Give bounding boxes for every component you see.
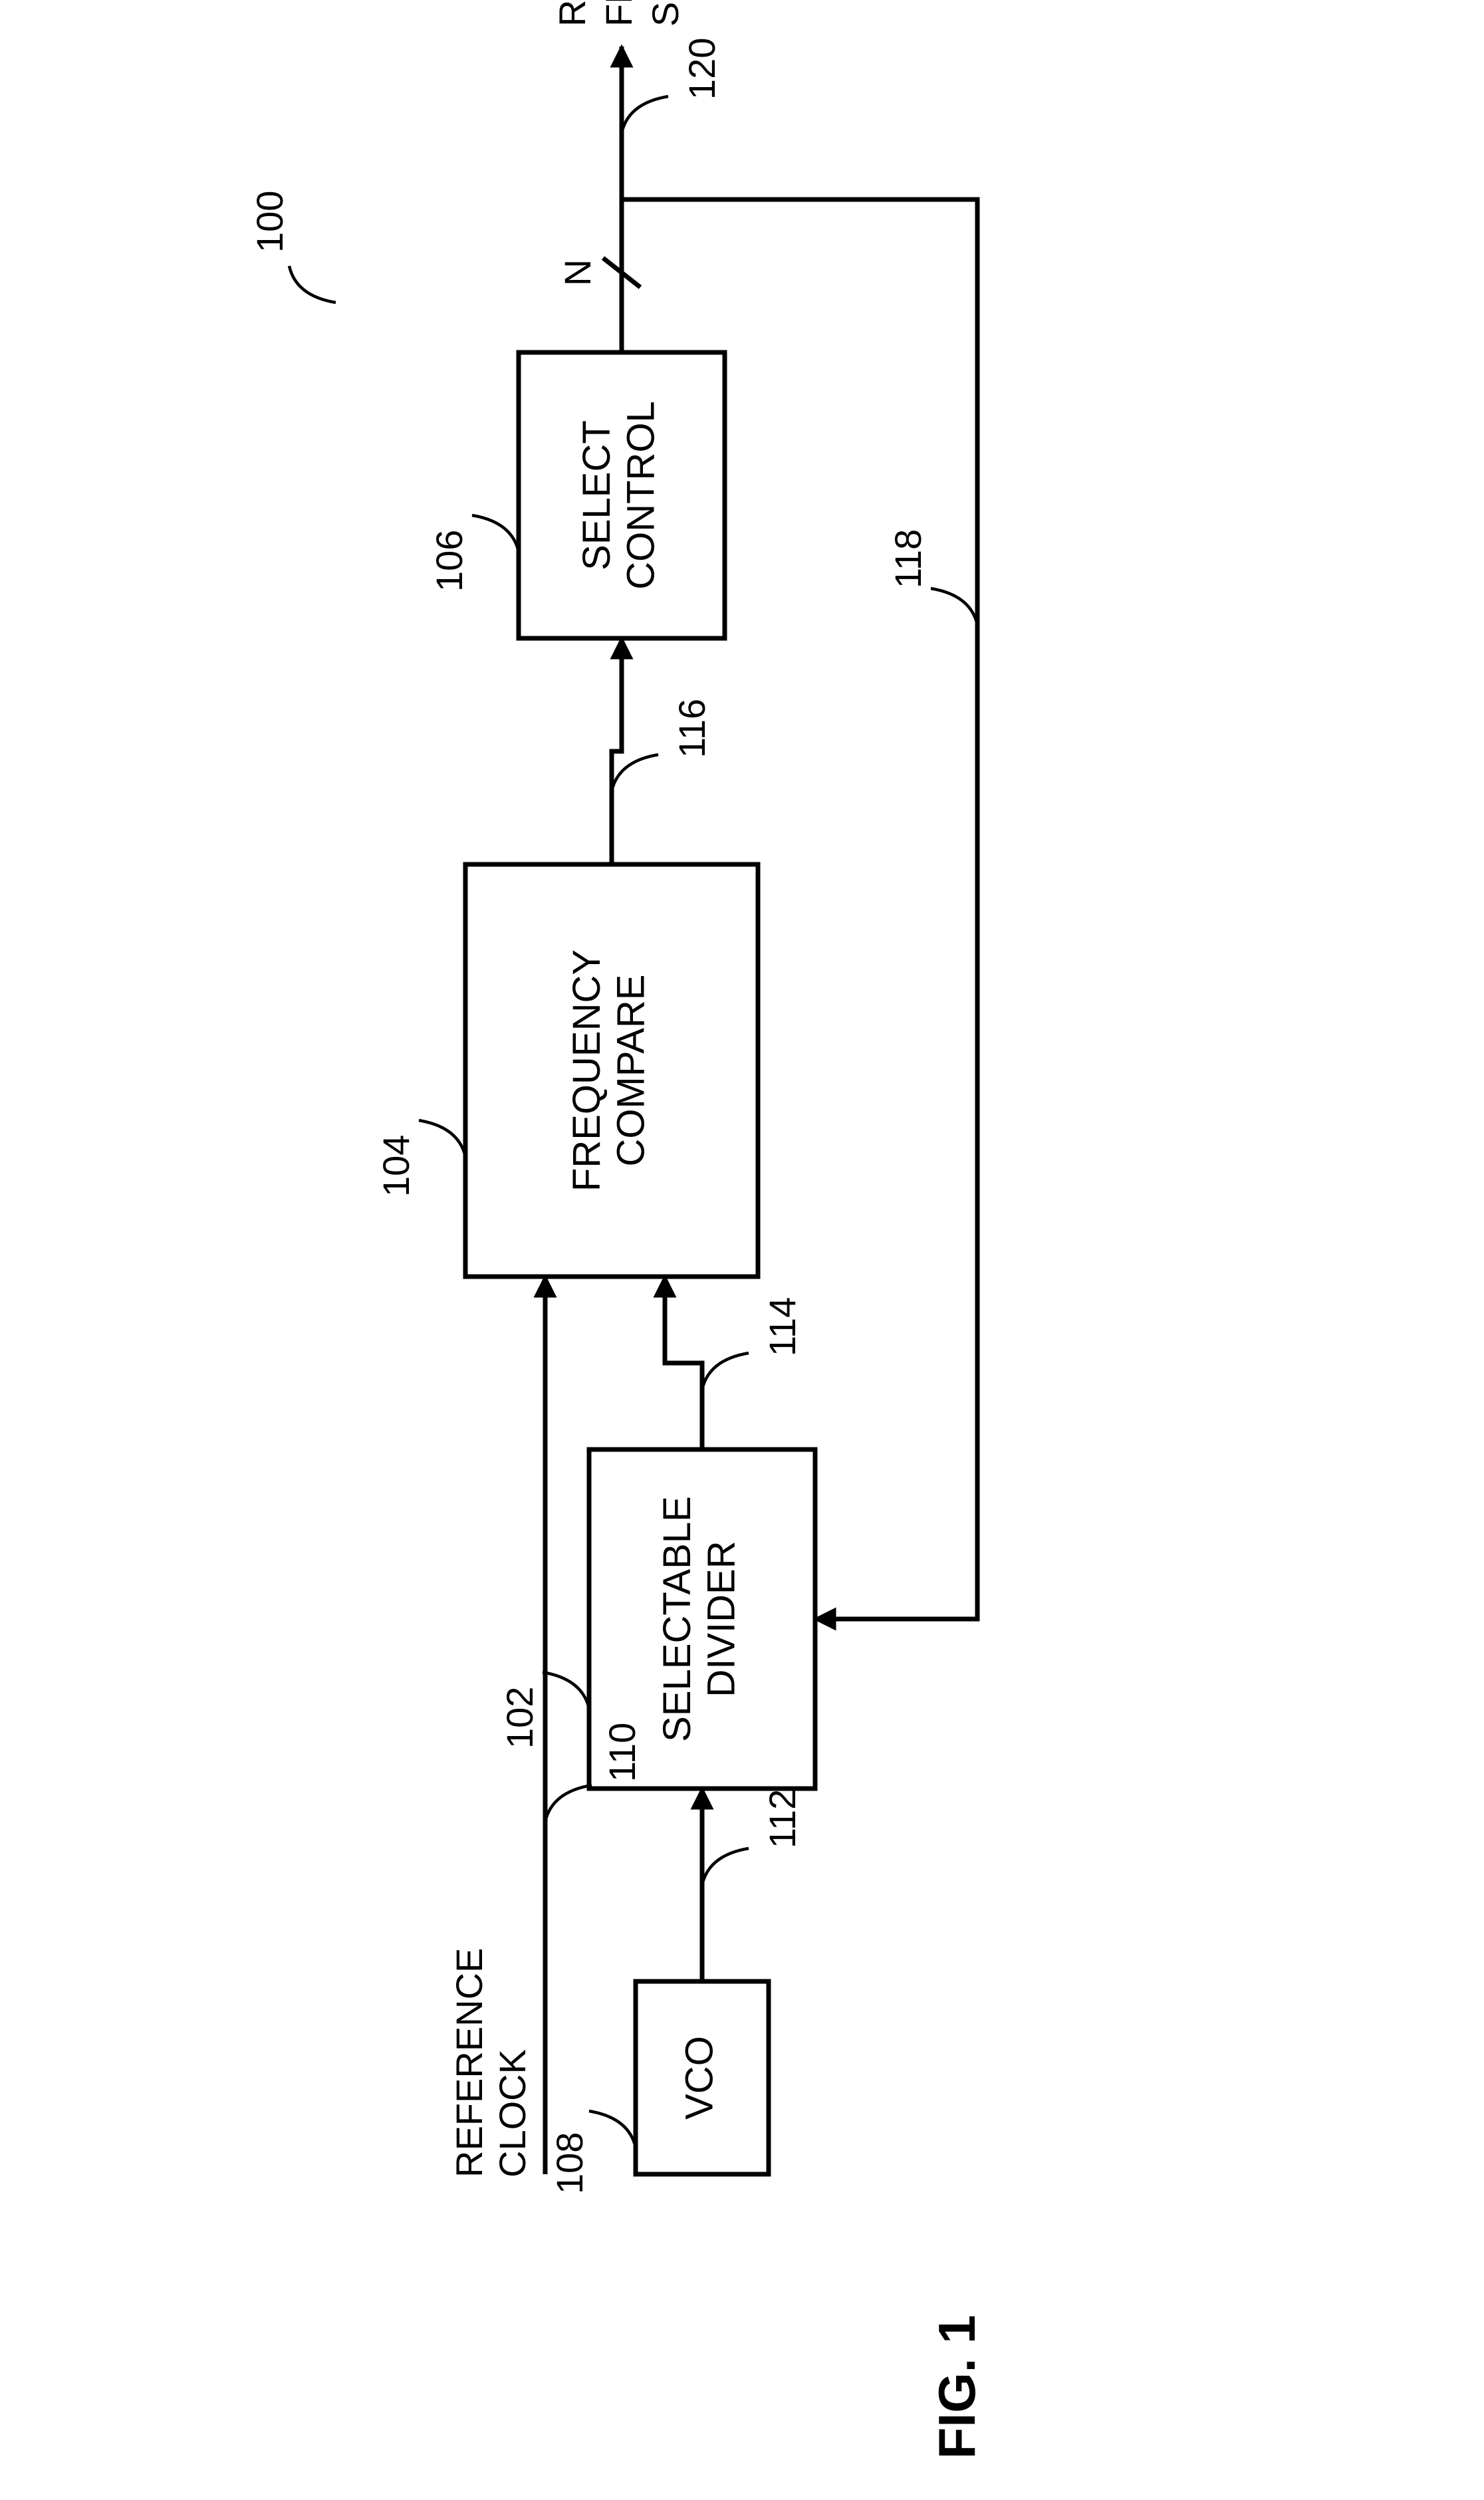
- block-compare-label-1: COMPARE: [610, 975, 653, 1167]
- block-select-label-1: CONTROL: [620, 401, 663, 590]
- block-vco-label-0: VCO: [678, 2036, 721, 2120]
- reference-clock-label-0: REFERENCE: [448, 1948, 490, 2178]
- ref-102: 102: [499, 1687, 541, 1749]
- block-divider-label-1: DIVIDER: [700, 1541, 743, 1697]
- ref-hook-108: [589, 2111, 636, 2148]
- figure-label: FIG. 1: [928, 2315, 986, 2459]
- ref-hook-106: [472, 515, 519, 552]
- block-compare-label-0: FREQUENCY: [565, 949, 608, 1191]
- ref-106: 106: [428, 530, 470, 592]
- ref-110: 110: [601, 1723, 643, 1782]
- reference-clock-label-1: CLOCK: [491, 2049, 533, 2178]
- ref-hook-100: [289, 266, 336, 303]
- ref-104: 104: [375, 1135, 417, 1197]
- ref-hook-104: [419, 1120, 465, 1157]
- ref-hook-110: [545, 1785, 592, 1822]
- output-label-1: FREQ: [598, 0, 640, 27]
- output-label-0: REFCLK: [551, 0, 593, 27]
- ref-hook-114: [702, 1353, 749, 1390]
- ref-100: 100: [249, 191, 291, 253]
- ref-hook-112: [702, 1848, 749, 1885]
- ref-hook-116: [612, 755, 658, 791]
- ref-hook-120: [622, 96, 668, 133]
- ref-hook-118: [931, 588, 977, 625]
- ref-112: 112: [761, 1789, 803, 1848]
- output-label-2: SELECT: [644, 0, 686, 27]
- ref-108: 108: [549, 2132, 590, 2194]
- ref-hook-102: [543, 1672, 589, 1709]
- ref-116: 116: [671, 699, 713, 758]
- block-select-label-0: SELECT: [575, 420, 618, 570]
- ref-120: 120: [681, 38, 723, 100]
- output-bus-tag: N: [556, 259, 598, 286]
- block-divider-label-0: SELECTABLE: [656, 1496, 699, 1742]
- signal-divider-out: [665, 1277, 702, 1449]
- ref-114: 114: [761, 1297, 803, 1356]
- signal-compare-out: [612, 638, 622, 864]
- ref-118: 118: [887, 529, 929, 588]
